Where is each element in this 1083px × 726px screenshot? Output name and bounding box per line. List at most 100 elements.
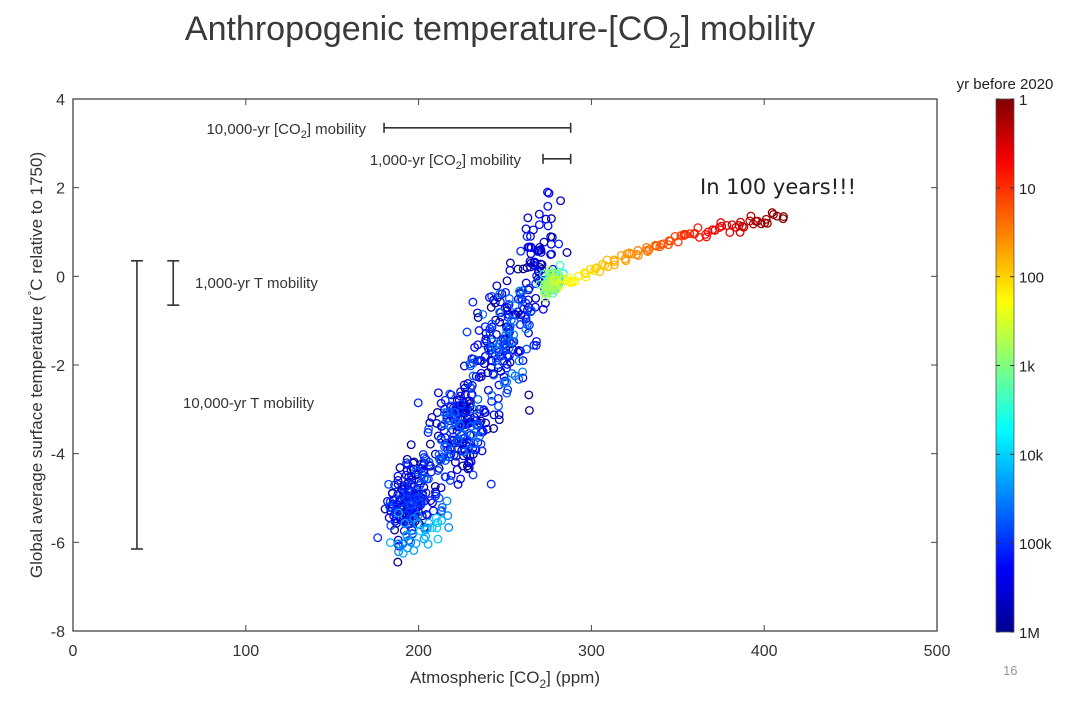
data-point (461, 419, 471, 429)
data-point (501, 287, 510, 297)
data-point (436, 435, 446, 445)
data-point (528, 225, 538, 235)
data-point (510, 301, 520, 311)
x-tick-label: 0 (69, 643, 78, 660)
data-point (495, 297, 505, 307)
data-point (442, 452, 452, 461)
data-point (373, 533, 383, 543)
data-point (508, 310, 518, 320)
data-point (423, 539, 433, 549)
data-point (390, 509, 400, 519)
data-point (536, 247, 546, 257)
data-point (421, 532, 431, 541)
data-point (386, 521, 396, 531)
data-point (478, 309, 488, 319)
data-point-modern (567, 277, 577, 287)
data-point (502, 359, 512, 369)
data-point (410, 508, 420, 518)
data-point (462, 327, 472, 337)
data-point (404, 518, 414, 528)
data-point-modern (761, 214, 771, 224)
data-point (406, 440, 416, 450)
scatter-points (373, 187, 788, 567)
data-point (485, 328, 495, 337)
data-point (453, 435, 463, 445)
data-point (445, 389, 455, 399)
data-point (465, 359, 475, 369)
data-point (474, 326, 484, 335)
data-point (487, 343, 497, 353)
data-point (534, 209, 544, 219)
data-point (502, 363, 511, 373)
data-point (445, 408, 455, 417)
colorbar-title: yr before 2020 (957, 76, 1054, 93)
data-point (461, 407, 471, 417)
in-100-years-callout: In 100 years!!! (700, 175, 856, 199)
data-point (475, 431, 485, 441)
data-point (479, 405, 489, 415)
data-point (543, 201, 553, 211)
data-point (493, 346, 502, 355)
data-point (513, 347, 523, 357)
data-point (543, 221, 553, 231)
y-axis-label: Global average surface temperature (°C r… (25, 152, 46, 578)
data-point (385, 502, 394, 512)
data-point (444, 421, 454, 430)
data-point (516, 295, 526, 305)
data-point (546, 214, 556, 224)
colorbar-tick-label: 10k (1019, 447, 1044, 464)
data-point (515, 286, 524, 296)
data-point (419, 473, 429, 483)
data-point (531, 279, 541, 289)
data-point (536, 259, 546, 269)
data-point (506, 315, 516, 325)
data-point (468, 371, 478, 381)
data-point (534, 220, 544, 230)
data-point (412, 465, 421, 475)
data-point (555, 260, 565, 270)
data-point-modern (679, 231, 689, 240)
data-point (384, 479, 394, 489)
data-point (521, 298, 531, 308)
data-point (527, 306, 536, 316)
data-point-modern (778, 214, 788, 224)
data-point (539, 288, 549, 298)
data-point (433, 388, 443, 398)
data-point-modern (633, 251, 643, 260)
data-point (485, 324, 495, 334)
y-tick-label: 2 (56, 181, 65, 198)
data-point (470, 342, 480, 352)
colorbar-tick-label: 1k (1019, 359, 1035, 376)
data-point (502, 377, 512, 387)
data-point (431, 513, 441, 523)
colorbar-ticks: 1 10 100 1k 10k 100k 1M (996, 92, 1052, 642)
data-point-modern (603, 262, 613, 272)
data-point (413, 492, 423, 502)
annotation-marks (130, 122, 572, 550)
data-point (427, 412, 437, 422)
data-point (418, 449, 428, 459)
data-point (402, 530, 412, 540)
data-point (402, 458, 412, 468)
t-1k-mobility-label: 1,000-yr T mobility (195, 275, 318, 292)
data-point (427, 523, 437, 533)
data-point (418, 491, 427, 500)
data-point-modern (643, 247, 653, 256)
data-point-modern (722, 220, 732, 230)
data-point (556, 196, 566, 206)
data-point (487, 337, 497, 347)
data-point (491, 355, 501, 365)
data-point (514, 356, 524, 366)
data-point (443, 511, 453, 521)
data-point (434, 493, 444, 503)
data-point (495, 289, 505, 299)
data-point (459, 447, 469, 457)
data-point (518, 367, 528, 377)
data-point-modern (556, 280, 566, 290)
data-point (459, 380, 469, 390)
data-point (385, 538, 395, 548)
data-point (529, 340, 539, 350)
y-tick-label: -8 (51, 624, 65, 641)
data-point (415, 481, 425, 490)
colorbar-tick-label: 100k (1019, 536, 1052, 553)
